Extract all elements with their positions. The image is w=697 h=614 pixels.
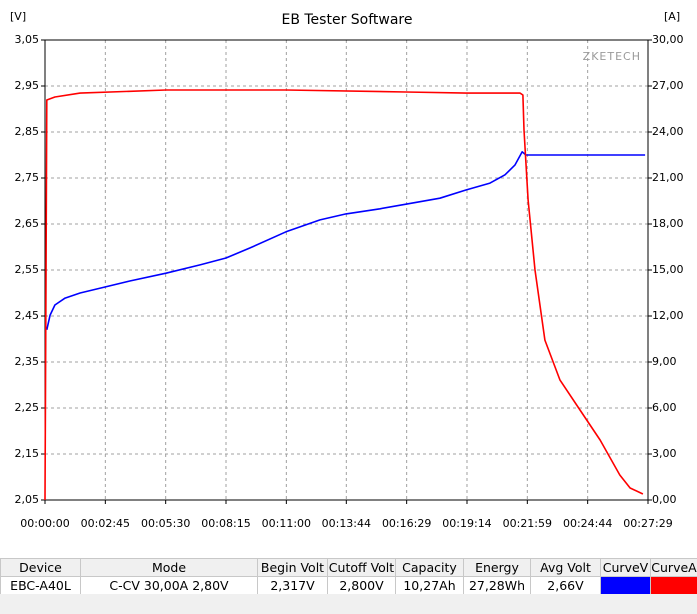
y2-tick-label: 27,00 bbox=[652, 79, 684, 92]
y-tick-label: 2,75 bbox=[15, 171, 40, 184]
y-tick-label: 2,95 bbox=[15, 79, 40, 92]
column-header: Avg Volt bbox=[530, 558, 601, 577]
y2-tick-label: 21,00 bbox=[652, 171, 684, 184]
x-tick-label: 00:13:44 bbox=[322, 517, 371, 530]
y-tick-label: 2,05 bbox=[15, 493, 40, 506]
empty-area bbox=[0, 594, 697, 614]
watermark: ZKETECH bbox=[583, 50, 641, 63]
y-tick-label: 2,25 bbox=[15, 401, 40, 414]
series-line bbox=[46, 151, 646, 330]
y2-tick-label: 9,00 bbox=[652, 355, 677, 368]
x-tick-label: 00:16:29 bbox=[382, 517, 431, 530]
x-tick-label: 00:27:29 bbox=[623, 517, 672, 530]
x-tick-label: 00:05:30 bbox=[141, 517, 190, 530]
x-tick-label: 00:02:45 bbox=[81, 517, 130, 530]
y2-tick-label: 24,00 bbox=[652, 125, 684, 138]
column-header: Mode bbox=[80, 558, 258, 577]
plot-frame bbox=[44, 39, 649, 501]
result-table: Device Mode Begin Volt Cutoff Volt Capacity E… bbox=[0, 558, 697, 595]
table-cell: EBC-A40L bbox=[0, 576, 81, 595]
x-tick-label: 00:21:59 bbox=[503, 517, 552, 530]
y2-tick-label: 6,00 bbox=[652, 401, 677, 414]
column-header: Capacity bbox=[395, 558, 464, 577]
chart-title: EB Tester Software bbox=[281, 12, 412, 28]
y2-tick-label: 30,00 bbox=[652, 33, 684, 46]
chart: EB Tester Software [V] [A] ZKETECH 00:00… bbox=[10, 10, 684, 530]
y-tick-label: 2,65 bbox=[15, 217, 40, 230]
column-header: CurveA bbox=[650, 558, 697, 577]
column-header: Device bbox=[0, 558, 81, 577]
data-row: EBC-A40L C-CV 30,00A 2,80V 2,317V 2,800V 10,… bbox=[0, 576, 697, 595]
x-tick-label: 00:00:00 bbox=[20, 517, 69, 530]
curve-color-swatch bbox=[650, 576, 697, 595]
curve-color-swatch bbox=[600, 576, 651, 595]
y2-tick-label: 3,00 bbox=[652, 447, 677, 460]
table-cell: 10,27Ah bbox=[395, 576, 464, 595]
y2-axis-label: [A] bbox=[664, 10, 680, 23]
column-header: CurveV bbox=[600, 558, 651, 577]
table-cell: 2,317V bbox=[257, 576, 328, 595]
column-header: Cutoff Volt bbox=[327, 558, 396, 577]
y2-tick-label: 0,00 bbox=[652, 493, 677, 506]
series-line bbox=[44, 89, 644, 501]
y-tick-label: 2,55 bbox=[15, 263, 40, 276]
y2-tick-label: 15,00 bbox=[652, 263, 684, 276]
x-tick-label: 00:11:00 bbox=[262, 517, 311, 530]
x-tick-label: 00:24:44 bbox=[563, 517, 612, 530]
table-cell: 27,28Wh bbox=[463, 576, 531, 595]
y-tick-label: 3,05 bbox=[15, 33, 40, 46]
column-header: Energy bbox=[463, 558, 531, 577]
y-tick-label: 2,35 bbox=[15, 355, 40, 368]
y2-tick-label: 18,00 bbox=[652, 217, 684, 230]
y-tick-label: 2,45 bbox=[15, 309, 40, 322]
x-tick-label: 00:08:15 bbox=[201, 517, 250, 530]
y-tick-label: 2,85 bbox=[15, 125, 40, 138]
table-cell: 2,800V bbox=[327, 576, 396, 595]
column-header: Begin Volt bbox=[257, 558, 328, 577]
x-tick-label: 00:19:14 bbox=[442, 517, 491, 530]
header-row: Device Mode Begin Volt Cutoff Volt Capacity E… bbox=[0, 558, 697, 577]
y-tick-label: 2,15 bbox=[15, 447, 40, 460]
table-cell: C-CV 30,00A 2,80V bbox=[80, 576, 258, 595]
y2-tick-label: 12,00 bbox=[652, 309, 684, 322]
y-axis-label: [V] bbox=[10, 10, 26, 23]
table-cell: 2,66V bbox=[530, 576, 601, 595]
